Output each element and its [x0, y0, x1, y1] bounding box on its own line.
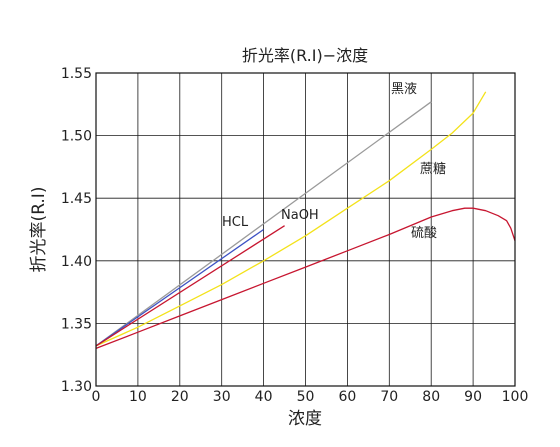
series-line-black-liquor: [95, 101, 432, 347]
x-tick-label: 50: [297, 389, 315, 405]
grid: [95, 72, 516, 387]
plot-frame: [95, 72, 516, 387]
y-tick-label: 1.35: [61, 316, 92, 332]
x-tick-label: 80: [422, 389, 440, 405]
x-tick-labels: 0 10 20 30 40 50 60 70 80 90 100: [92, 389, 529, 405]
y-axis-label: 折光率(R.I): [29, 187, 49, 273]
x-tick-label: 90: [464, 389, 482, 405]
y-tick-label: 1.55: [61, 66, 92, 82]
series-line-sulfuric-acid: [95, 207, 516, 350]
x-axis-label: 浓度: [288, 409, 322, 429]
x-tick-label: 0: [92, 389, 101, 405]
x-tick-label: 40: [255, 389, 273, 405]
y-tick-label: 1.45: [61, 191, 92, 207]
series-label-hcl: HCL: [222, 215, 249, 230]
series-labels: 黑液 蔗糖 HCL NaOH 硫酸: [222, 82, 446, 241]
series-line-hcl: [95, 228, 264, 347]
series-label-sulfuric-acid: 硫酸: [411, 226, 437, 241]
y-tick-label: 1.40: [61, 254, 92, 270]
x-tick-label: 100: [502, 389, 529, 405]
series-label-naoh: NaOH: [281, 208, 319, 223]
y-tick-label: 1.50: [61, 129, 92, 145]
x-tick-label: 10: [129, 389, 147, 405]
series-lines: [95, 91, 516, 350]
y-tick-label: 1.30: [61, 379, 92, 395]
x-tick-label: 70: [380, 389, 398, 405]
x-tick-label: 30: [213, 389, 231, 405]
series-line-naoh: [95, 225, 285, 347]
x-tick-label: 20: [171, 389, 189, 405]
series-label-black-liquor: 黑液: [391, 82, 417, 97]
series-label-sucrose: 蔗糖: [420, 161, 446, 177]
y-tick-labels: 1.30 1.35 1.40 1.45 1.50 1.55: [61, 66, 92, 395]
series-line-sucrose: [95, 91, 487, 347]
x-tick-label: 60: [338, 389, 356, 405]
chart-title: 折光率(R.I)−浓度: [242, 46, 368, 65]
